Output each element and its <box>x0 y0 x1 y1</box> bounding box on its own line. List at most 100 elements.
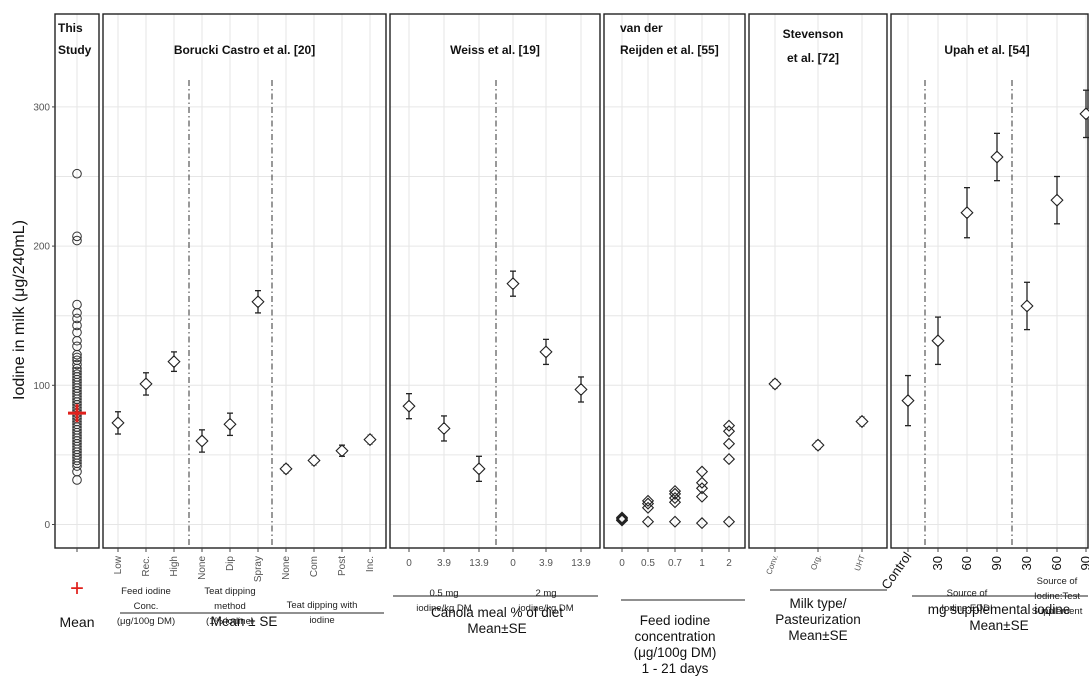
point-mask <box>933 336 943 346</box>
point-mask <box>857 416 867 426</box>
point-mask <box>113 418 123 428</box>
panel-title-weiss: Weiss et al. [19] <box>450 43 540 57</box>
x-tick-label: High <box>169 556 180 577</box>
footer-title: Mean±SE <box>788 628 847 643</box>
data-point <box>695 517 709 530</box>
footer-title: Mean ± SE <box>211 614 278 629</box>
x-tick-label: Dip <box>225 556 236 571</box>
point-mask <box>508 279 518 289</box>
grid-layer <box>55 14 1089 548</box>
x-tick-label: 1 <box>699 558 705 569</box>
footer-title: concentration <box>634 629 715 644</box>
y-tick-label: 300 <box>33 102 50 113</box>
data-point <box>811 438 825 452</box>
x-tick-label: 13.9 <box>571 558 591 569</box>
group-label: method <box>214 601 246 612</box>
group-label: (1% iodine) <box>206 616 254 627</box>
data-point <box>223 417 237 431</box>
group-label: 2 mg <box>535 588 556 599</box>
point-mask <box>541 347 551 357</box>
x-tick-label: 30 <box>930 556 945 570</box>
data-point <box>72 359 82 370</box>
x-tick-label: None <box>281 556 292 580</box>
point-mask <box>770 379 780 389</box>
x-tick-label: 3.9 <box>539 558 553 569</box>
data-point <box>668 515 682 528</box>
data-point <box>695 482 709 495</box>
y-tick-label: 100 <box>33 381 50 392</box>
panel-frame-upah <box>890 13 1089 549</box>
data-point <box>72 461 82 471</box>
data-point <box>722 425 736 438</box>
point-mask <box>474 464 484 474</box>
data-point <box>641 494 655 507</box>
group-label: Supplement <box>1032 606 1083 617</box>
x-tick-label: UHT <box>853 554 867 573</box>
point-mask <box>197 436 207 446</box>
data-point <box>335 444 349 458</box>
group-label: Source of <box>1037 576 1078 587</box>
point-mask <box>337 446 347 456</box>
panel-frame-weiss <box>389 13 601 549</box>
data-point <box>1050 193 1064 207</box>
x-tick-label: 0 <box>619 558 625 569</box>
data-point <box>722 437 736 450</box>
panels-layer <box>54 13 1089 549</box>
point-mask <box>1022 301 1032 311</box>
x-tick-label: 3.9 <box>437 558 451 569</box>
data-point <box>615 514 629 527</box>
footer-title: Mean±SE <box>467 621 526 636</box>
data-point <box>1020 299 1034 313</box>
data-point <box>279 462 293 476</box>
data-point <box>1079 107 1089 121</box>
x-tick-label: Conv. <box>764 554 779 576</box>
x-tick-label: Control <box>878 549 914 592</box>
data-point <box>855 414 869 429</box>
x-tick-label: Org. <box>809 554 823 572</box>
panel-title-upah: Upah et al. [54] <box>944 43 1029 57</box>
point-mask <box>281 464 291 474</box>
data-point <box>251 295 265 309</box>
data-point <box>901 394 915 408</box>
data-point <box>72 475 82 485</box>
legend-mean-marker: + <box>70 575 84 602</box>
panel-title-reijden: Reijden et al. [55] <box>620 43 719 57</box>
group-label: iodine/kg DM <box>518 603 574 614</box>
x-tick-label: 90 <box>1078 556 1089 570</box>
data-point <box>402 399 416 413</box>
data-point <box>437 421 451 436</box>
y-tick-label: 200 <box>33 242 50 253</box>
panel-title-reijden: van der <box>620 21 663 35</box>
data-point <box>539 345 553 359</box>
point-mask <box>992 152 1002 162</box>
data-point <box>695 490 709 503</box>
data-point <box>72 352 82 363</box>
x-tick-label: Spray <box>253 556 264 582</box>
x-tick-label: Inc. <box>365 556 376 572</box>
group-label: Teat dipping with <box>287 600 358 611</box>
footer-title: Canola meal % of diet <box>431 605 563 620</box>
data-point <box>72 235 82 246</box>
data-point <box>195 434 209 448</box>
x-tick-label: 30 <box>1019 556 1034 570</box>
data-point <box>72 231 82 242</box>
marks-layer <box>68 89 1089 530</box>
data-point <box>139 377 153 391</box>
panel-title-borucki: Borucki Castro et al. [20] <box>174 43 315 57</box>
x-tick-label: Com <box>309 556 320 577</box>
point-mask <box>576 384 586 394</box>
data-point <box>472 462 486 476</box>
point-mask <box>813 440 823 450</box>
data-point <box>960 206 974 220</box>
x-tick-label: 60 <box>1049 556 1064 570</box>
data-point <box>167 355 181 369</box>
point-mask <box>439 423 449 433</box>
data-point <box>931 334 945 348</box>
group-label: Feed iodine <box>121 586 171 597</box>
point-mask <box>404 401 414 411</box>
data-point <box>668 485 682 498</box>
y-tick-label: 0 <box>44 520 50 531</box>
footer-title: Milk type/ <box>789 596 846 611</box>
